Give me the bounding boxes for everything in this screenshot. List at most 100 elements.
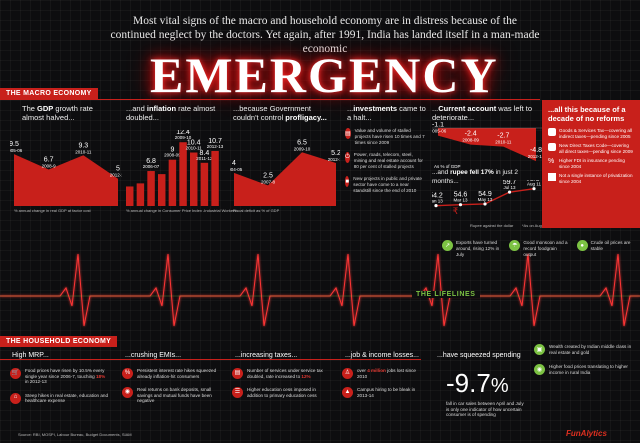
tick-label: 2010-11 xyxy=(186,146,203,151)
investments-title: ...investments came to a halt... xyxy=(347,104,426,122)
tick-label: 2006-07 xyxy=(143,164,160,169)
tick-label: Mar 13 xyxy=(453,198,468,203)
data-label: 2.5 xyxy=(263,172,273,179)
rupee-footnote: Rupee against the dollar xyxy=(470,223,514,228)
rupee-footnote-asof: *As on Aug 11 xyxy=(522,223,548,228)
data-label: 4 xyxy=(232,160,236,167)
bar xyxy=(168,159,177,206)
tick-label: 2007-8 xyxy=(261,179,276,184)
tick-label: Jan 13 xyxy=(432,199,443,204)
chart-up-icon: ↗ xyxy=(442,240,453,251)
data-label: 10.7 xyxy=(208,138,222,145)
positive-item: ▣ Wealth created by Indian middle class … xyxy=(534,344,636,356)
rain-icon: ☂ xyxy=(509,240,521,251)
lifeline-item: ☂ Good monsoon and a record foodgrain ou… xyxy=(509,240,570,258)
tick-label: Jul 13 xyxy=(503,185,516,190)
tick-label: 2012-13 xyxy=(528,154,542,159)
spending-title: ...have squeezed spending xyxy=(437,352,521,359)
tick-label: 2005-06 xyxy=(432,129,447,134)
taxes-item: ▤ Number of services under service tax d… xyxy=(232,368,332,379)
data-label: 61.1* xyxy=(526,180,542,183)
tick-label: 2004-05 xyxy=(230,167,243,172)
data-label: 10.4 xyxy=(187,140,201,147)
data-label: 9 xyxy=(170,147,174,154)
tick-label: 2008-9 xyxy=(42,163,57,168)
lifeline-item: ● Crude oil prices are stable xyxy=(576,240,638,258)
percent-icon: % xyxy=(548,158,555,165)
lifelines-list: ↗ Exports have turned around, rising 12%… xyxy=(442,240,638,258)
oil-drop-icon: ● xyxy=(576,240,588,251)
investment-item: ⏻ Power, roads, telecom, steel, mining a… xyxy=(345,152,423,169)
data-label: 8.4 xyxy=(200,150,210,157)
data-label: 54.2 xyxy=(432,193,443,200)
emis-item: % Persistent interest rate hikes squeeze… xyxy=(122,368,222,379)
graduate-icon: ▲ xyxy=(342,387,353,398)
household-positive-list: ▣ Wealth created by Indian middle class … xyxy=(534,344,636,376)
emis-list: % Persistent interest rate hikes squeeze… xyxy=(122,368,222,404)
tick-label: 2012-13 xyxy=(207,144,224,149)
factory-icon xyxy=(548,173,556,181)
data-label: 6.7 xyxy=(44,156,54,163)
jobs-item: ♙ over 4 million jobs lost since 2010 xyxy=(342,368,422,379)
tick-label: 2012-13 xyxy=(328,157,340,162)
worker-icon: ♙ xyxy=(342,368,353,379)
rupee-icon: ₹ xyxy=(452,206,459,216)
area-series xyxy=(438,128,536,162)
tick-label: 2010-11 xyxy=(75,149,92,154)
power-icon: ⏻ xyxy=(345,152,350,163)
mrp-title: High MRP... xyxy=(12,352,49,359)
bar xyxy=(211,150,219,206)
data-point xyxy=(483,202,487,206)
data-label: 59.7 xyxy=(503,180,517,186)
tax-icon xyxy=(548,128,556,136)
data-label: -4.8 xyxy=(530,147,542,154)
spending-figure: -9.7% xyxy=(446,368,509,398)
reform-item: Goods & Services Tax—covering all indire… xyxy=(548,128,634,140)
data-label: 6.5 xyxy=(297,139,307,146)
reforms-box: ...all this because of a decade of no re… xyxy=(542,100,640,228)
bill-icon: ▤ xyxy=(232,368,243,379)
reform-item: New Direct Taxes Code—covering all direc… xyxy=(548,143,634,155)
intro-text: Most vital signs of the macro and househ… xyxy=(110,15,540,55)
headline: EMERGENCY xyxy=(150,47,499,103)
current-account-title: ...Current account was left to deteriora… xyxy=(432,104,533,122)
mrp-list: 🛒 Food prices have risen by 10.5% every … xyxy=(10,368,110,404)
tick-label: 2008-09 xyxy=(462,138,479,143)
positive-item: ◉ Higher food prices translating to high… xyxy=(534,364,636,376)
rupee-title: ...and rupee fell 17% in just 2 months..… xyxy=(432,169,519,185)
data-point xyxy=(507,190,512,194)
bus-icon: ■ xyxy=(345,176,350,187)
source-note: Source: RBI, MOSPI, Labour Bureau, Budge… xyxy=(18,432,132,437)
investment-item: ■ New projects in public and private sec… xyxy=(345,176,422,193)
tick-label: 2008-09 xyxy=(164,153,181,158)
sack-icon: ◉ xyxy=(534,364,545,375)
macro-divider xyxy=(0,99,540,100)
bar xyxy=(179,142,187,206)
spending-text: fall in car sales between April and July… xyxy=(446,401,524,418)
bar xyxy=(190,152,198,206)
ca-footnote: As % of GDP xyxy=(434,164,461,168)
deficit-footnote: Fiscal deficit as % of GDP xyxy=(233,208,280,213)
bar xyxy=(200,162,209,206)
reform-item: Not a single instance of privatization s… xyxy=(548,173,634,185)
investments-list: ▤ Value and volume of stalled projects h… xyxy=(345,128,427,194)
reforms-title: ...all this because of a decade of no re… xyxy=(548,105,626,123)
data-point xyxy=(434,204,438,208)
document-icon: ▤ xyxy=(345,128,351,139)
deficit-title: ...because Government couldn't control p… xyxy=(233,104,327,122)
gdp-footnote: % annual change in real GDP at factor co… xyxy=(14,208,91,213)
bar xyxy=(147,171,155,206)
car-icon: ▣ xyxy=(534,344,545,355)
lifelines-heartbeat xyxy=(0,253,640,327)
data-label: -1.1 xyxy=(432,122,444,129)
data-label: 6.8 xyxy=(146,158,156,165)
taxes-title: ...increasing taxes... xyxy=(235,352,298,359)
data-label: 9.3 xyxy=(78,142,88,149)
taxes-list: ▤ Number of services under service tax d… xyxy=(232,368,332,398)
tick-label: 2011-12 xyxy=(196,156,213,161)
tick-label: 2005-06 xyxy=(10,148,23,153)
heartbeat-line xyxy=(0,253,640,327)
